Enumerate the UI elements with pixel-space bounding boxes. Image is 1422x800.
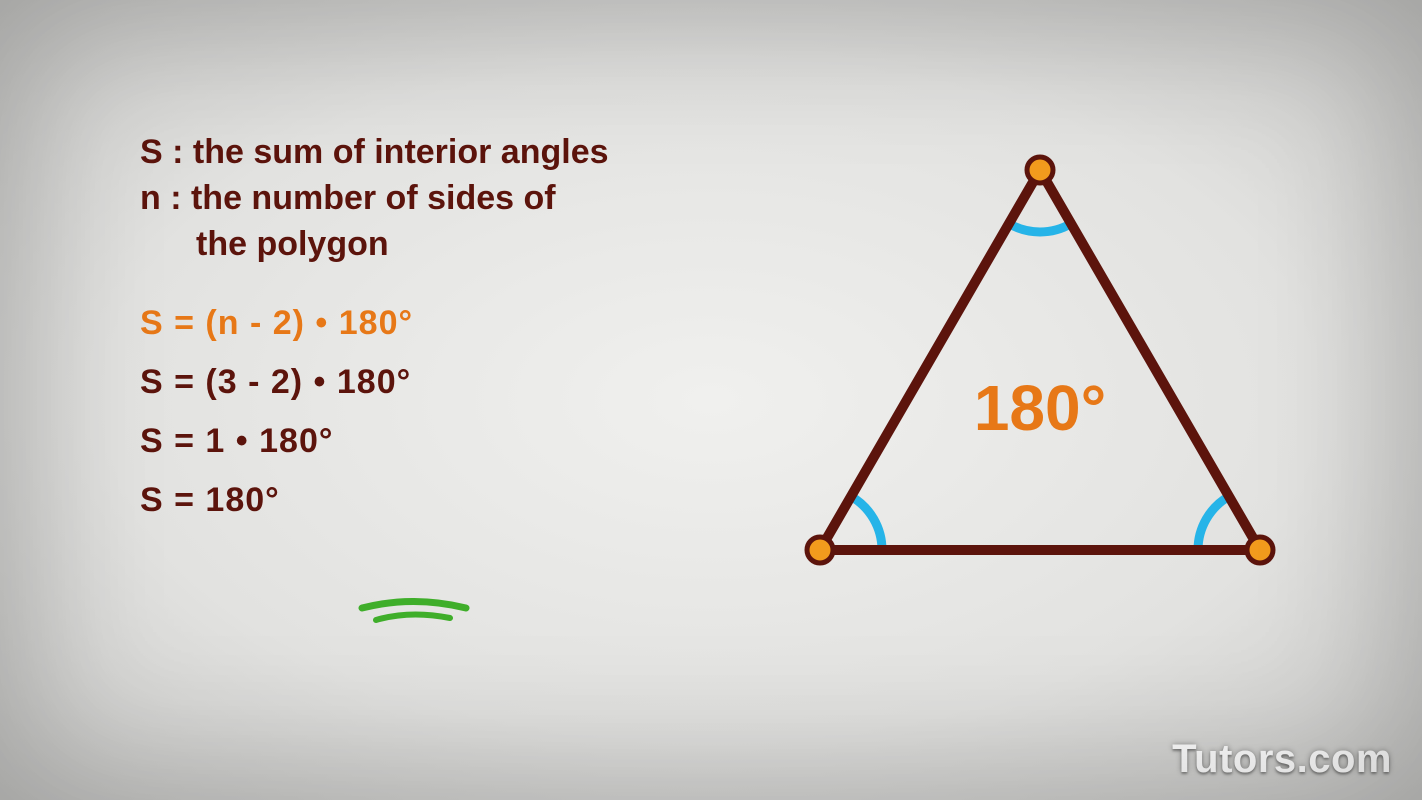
angle-arc-left	[851, 496, 882, 550]
result-underline-icon	[358, 598, 478, 628]
watermark: Tutors.com	[1172, 737, 1392, 782]
definition-n-2: the polygon	[140, 222, 720, 268]
triangle-outline	[820, 170, 1260, 550]
equation-step1: S = (3 - 2) • 180°	[140, 363, 720, 402]
equation-step2: S = 1 • 180°	[140, 422, 720, 461]
definition-n-1: n : the number of sides of	[140, 176, 720, 222]
definition-s: S : the sum of interior angles	[140, 130, 720, 176]
angle-arc-right	[1198, 496, 1229, 550]
triangle-svg	[760, 130, 1320, 610]
vertex-top	[1027, 157, 1053, 183]
equation-result: S = 180°	[140, 481, 720, 520]
vertex-left	[807, 537, 833, 563]
angle-arc-top	[1009, 224, 1071, 232]
triangle-diagram: 180°	[760, 130, 1320, 610]
text-block: S : the sum of interior angles n : the n…	[140, 130, 720, 520]
vertex-right	[1247, 537, 1273, 563]
equation-formula: S = (n - 2) • 180°	[140, 304, 720, 343]
triangle-center-label: 180°	[974, 371, 1106, 445]
